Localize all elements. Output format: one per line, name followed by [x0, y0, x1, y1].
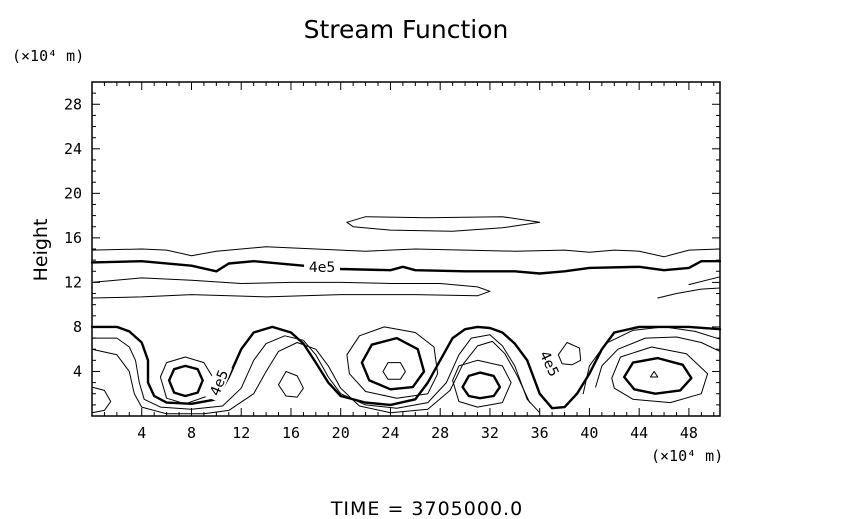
contour-right-small-11	[657, 287, 721, 299]
x-tick-label: 28	[431, 424, 449, 442]
x-tick-label: 12	[232, 424, 250, 442]
contour-label-bg	[304, 257, 341, 274]
contour-label-text: 4e5	[309, 260, 335, 276]
contour-top-closed-17	[346, 216, 541, 232]
x-tick-label: 36	[531, 424, 549, 442]
x-tick-label: 48	[680, 424, 698, 442]
contour-thin-wave-b	[91, 340, 531, 415]
contour-eddy2-outer	[346, 326, 439, 399]
y-tick-label: 8	[73, 318, 82, 336]
contour-eddy3-outer	[452, 359, 512, 408]
contour-label-bg	[203, 362, 233, 402]
contour-eddy-small-16	[278, 371, 304, 398]
x-tick-label: 20	[332, 424, 350, 442]
contour-eddy-small-38	[557, 342, 582, 366]
y-tick-label: 24	[64, 140, 82, 158]
x-tick-label: 40	[580, 424, 598, 442]
contour-bold-13.5	[90, 260, 722, 275]
contour-eddy4-outer	[611, 346, 709, 404]
contour-right-outer-1	[582, 326, 721, 395]
y-tick-label: 28	[64, 95, 82, 113]
contour-band-12	[91, 277, 491, 299]
y-unit-label: (×10⁴ m)	[12, 47, 84, 65]
y-tick-label: 20	[64, 184, 82, 202]
contour-eddy2-bold	[360, 336, 426, 391]
x-tick-label: 24	[381, 424, 399, 442]
x-tick-label: 4	[137, 424, 146, 442]
contour-right-outer-2	[595, 336, 721, 388]
x-tick-label: 44	[630, 424, 648, 442]
x-tick-label: 8	[187, 424, 196, 442]
contour-left-partial	[91, 386, 112, 414]
contour-label: 4e5	[203, 362, 233, 402]
contour-right-small-12	[688, 276, 721, 286]
contour-label: 4e5	[535, 343, 566, 383]
contour-label-bg	[535, 343, 566, 383]
x-unit-label: (×10⁴ m)	[651, 447, 723, 465]
contour-lines	[90, 216, 722, 415]
x-tick-label: 32	[481, 424, 499, 442]
plot-frame	[91, 81, 721, 417]
y-tick-label: 4	[73, 362, 82, 380]
contour-eddy3-bold	[461, 371, 502, 400]
contour-bold-wave	[90, 325, 722, 410]
footer-time: TIME = 3705000.0	[330, 498, 523, 519]
contour-thin-wave-a	[91, 334, 541, 414]
contour-label: 4e5	[304, 257, 341, 276]
contour-eddy4-bold	[623, 356, 693, 395]
y-tick-label: 12	[64, 273, 82, 291]
contour-eddy1-bold	[167, 364, 204, 398]
contour-eddy4-inner	[649, 371, 659, 378]
y-tick-label: 16	[64, 229, 82, 247]
x-tick-label: 16	[282, 424, 300, 442]
contour-label-text: 4e5	[207, 368, 232, 399]
y-axis-label: Height	[30, 219, 52, 282]
chart-title: Stream Function	[304, 15, 509, 44]
contour-band-top-15	[91, 246, 721, 258]
contour-eddy2-inner	[382, 362, 406, 380]
